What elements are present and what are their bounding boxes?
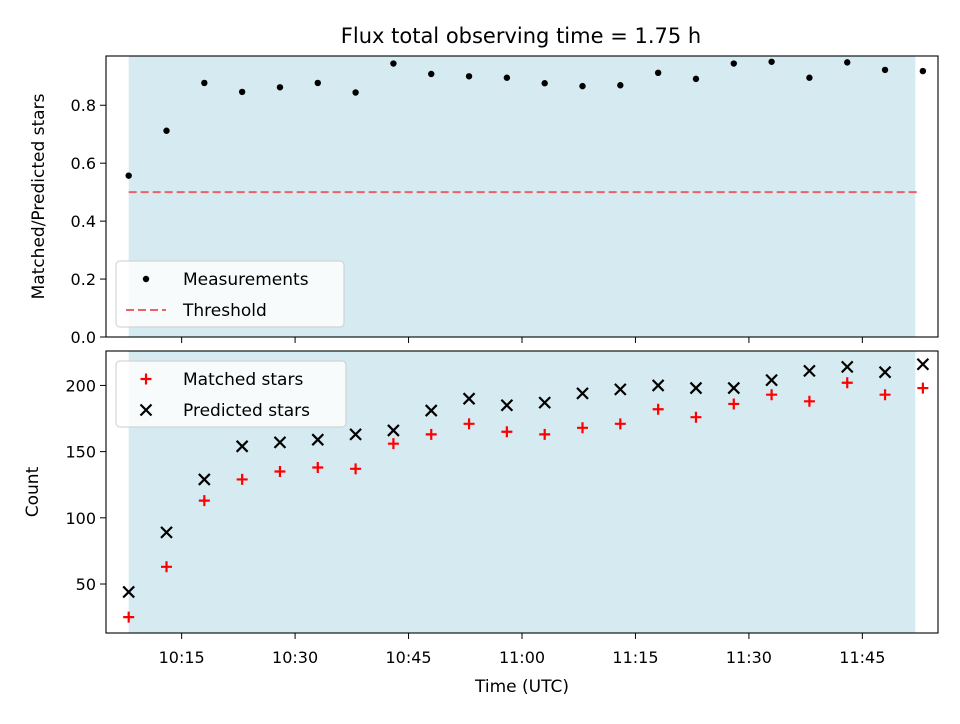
measurement-point bbox=[125, 172, 132, 179]
measurement-point bbox=[352, 89, 359, 96]
measurement-point bbox=[806, 74, 813, 81]
measurement-point bbox=[201, 79, 208, 87]
predicted-stars-point bbox=[160, 526, 173, 539]
bottom-panel: 50 100 150 200 10:15 10:30 10:45 11:00 11:15 11:3… bbox=[23, 350, 939, 697]
matched-stars-point bbox=[198, 495, 210, 507]
predicted-stars-point bbox=[576, 387, 589, 400]
matched-stars-point bbox=[614, 418, 626, 430]
predicted-stars-point bbox=[765, 373, 778, 387]
predicted-stars-point bbox=[689, 381, 703, 395]
legend-label: Matched stars bbox=[183, 370, 303, 390]
y-tick-label: 0.6 bbox=[71, 154, 96, 173]
x-tick-label: 11:45 bbox=[839, 648, 885, 667]
matched-stars-point bbox=[879, 389, 891, 401]
legend-predicted-marker bbox=[139, 403, 153, 417]
y-tick-label: 100 bbox=[65, 509, 96, 528]
legend-matched-marker bbox=[140, 373, 152, 385]
matched-stars-point bbox=[577, 422, 589, 434]
predicted-stars-point bbox=[198, 473, 211, 486]
matched-stars-point bbox=[766, 389, 778, 401]
legend-label: Predicted stars bbox=[183, 401, 310, 421]
matched-stars-point bbox=[463, 418, 475, 430]
x-tick-label: 10:15 bbox=[159, 648, 205, 667]
measurement-point bbox=[163, 127, 170, 134]
x-tick-label: 10:30 bbox=[272, 648, 318, 667]
y-axis-label: Matched/Predicted stars bbox=[29, 93, 49, 299]
predicted-stars-point bbox=[387, 424, 400, 437]
legend-label: Threshold bbox=[182, 301, 267, 321]
measurement-point bbox=[579, 82, 586, 90]
predicted-stars-point bbox=[878, 365, 892, 379]
predicted-stars-point bbox=[273, 436, 287, 449]
matched-stars-point bbox=[123, 611, 135, 623]
matched-stars-point bbox=[917, 382, 929, 394]
legend-measurement-marker bbox=[142, 275, 150, 283]
legend-box bbox=[115, 360, 347, 428]
x-axis-label: Time (UTC) bbox=[474, 677, 569, 697]
predicted-stars-point bbox=[727, 381, 741, 395]
predicted-stars-point bbox=[840, 360, 854, 374]
predicted-stars-point bbox=[916, 357, 930, 371]
predicted-stars-point bbox=[538, 396, 551, 409]
measurement-point bbox=[844, 59, 851, 66]
legend-box bbox=[115, 260, 345, 328]
measurement-point bbox=[276, 84, 284, 91]
x-tick-label: 10:45 bbox=[385, 648, 431, 667]
measurement-point bbox=[692, 75, 700, 83]
measurement-point bbox=[428, 70, 435, 78]
measurement-point bbox=[541, 80, 548, 87]
measurement-point bbox=[654, 69, 662, 77]
measurement-point bbox=[617, 82, 624, 89]
predicted-stars-point bbox=[500, 399, 514, 412]
y-axis-label: Count bbox=[23, 466, 43, 517]
measurement-point bbox=[314, 79, 321, 87]
x-tick-label: 11:00 bbox=[499, 648, 545, 667]
y-tick-label: 0.4 bbox=[71, 212, 96, 231]
measurement-point bbox=[881, 66, 889, 74]
y-tick-label: 50 bbox=[76, 575, 96, 594]
matched-stars-point bbox=[312, 462, 324, 474]
matched-stars-point bbox=[690, 411, 702, 423]
matched-stars-point bbox=[274, 465, 286, 477]
predicted-stars-point bbox=[424, 404, 438, 417]
matched-stars-point bbox=[425, 428, 437, 440]
predicted-stars-point bbox=[311, 433, 325, 446]
y-tick-label: 200 bbox=[65, 376, 96, 395]
predicted-stars-point bbox=[235, 440, 249, 453]
matched-stars-point bbox=[501, 426, 513, 438]
y-tick-label: 0.0 bbox=[71, 328, 96, 347]
matched-stars-point bbox=[803, 395, 815, 407]
matched-stars-point bbox=[539, 428, 551, 440]
matched-stars-point bbox=[387, 438, 399, 450]
matched-stars-point bbox=[728, 398, 740, 410]
predicted-stars-point bbox=[803, 364, 816, 378]
matched-stars-point bbox=[652, 403, 664, 415]
measurement-point bbox=[390, 60, 397, 67]
y-tick-label: 0.8 bbox=[71, 96, 96, 115]
predicted-stars-point bbox=[462, 392, 476, 405]
x-tick-label: 11:15 bbox=[612, 648, 658, 667]
predicted-stars-point bbox=[651, 379, 665, 392]
measurement-point bbox=[768, 58, 775, 65]
measurement-point bbox=[503, 74, 511, 81]
measurement-point bbox=[730, 60, 737, 67]
x-tick-label: 11:30 bbox=[726, 648, 772, 667]
matched-stars-point bbox=[841, 377, 853, 389]
y-tick-label: 0.2 bbox=[71, 270, 96, 289]
matched-stars-point bbox=[161, 561, 173, 573]
matched-stars-point bbox=[350, 463, 362, 475]
measurement-point bbox=[238, 88, 246, 96]
predicted-stars-point bbox=[122, 585, 135, 599]
measurement-point bbox=[465, 73, 473, 80]
predicted-stars-point bbox=[614, 383, 627, 396]
legend-label: Measurements bbox=[183, 270, 309, 290]
matched-stars-point bbox=[236, 473, 248, 485]
y-tick-label: 150 bbox=[65, 443, 96, 462]
top-panel: 0.0 0.2 0.4 0.6 0.8 Matched/Predicted stars Me… bbox=[29, 55, 939, 347]
figure-title: Flux total observing time = 1.75 h bbox=[341, 24, 701, 48]
measurement-point bbox=[919, 67, 927, 75]
predicted-stars-point bbox=[349, 428, 362, 441]
